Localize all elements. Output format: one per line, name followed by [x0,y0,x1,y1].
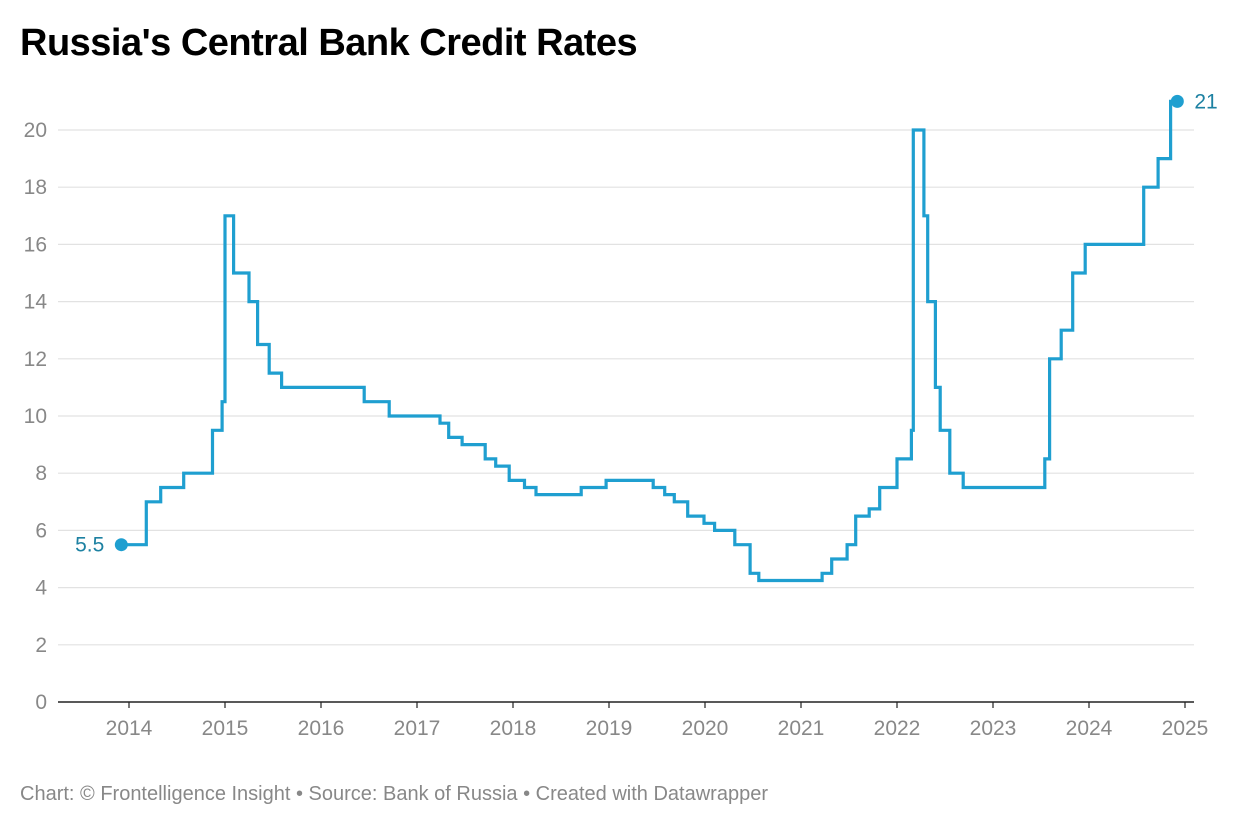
x-tick-label-2023: 2023 [970,717,1017,740]
y-tick-label-20: 20 [24,119,47,142]
x-tick-label-2024: 2024 [1066,717,1113,740]
x-tick-label-2017: 2017 [394,717,441,740]
y-tick-label-16: 16 [24,233,47,256]
series-line-credit-rate [121,99,1178,583]
value-label-end: 21 [1194,90,1217,113]
x-tick-label-2020: 2020 [682,717,729,740]
y-tick-label-18: 18 [24,176,47,199]
chart-title: Russia's Central Bank Credit Rates [20,22,638,64]
x-tick-label-2021: 2021 [778,717,825,740]
end-marker-start [114,538,128,552]
x-tick-label-2018: 2018 [490,717,537,740]
x-tick-label-2016: 2016 [298,717,345,740]
x-tick-label-2022: 2022 [874,717,921,740]
value-label-start: 5.5 [75,534,104,557]
y-axis-ticks: 0 2 4 6 8 10 12 14 16 18 20 [24,119,48,714]
y-tick-label-2: 2 [35,634,47,657]
y-tick-label-8: 8 [35,462,47,485]
chart-footer: Chart: © Frontelligence Insight • Source… [20,783,768,805]
x-axis-ticks: 2014 2015 2016 2017 2018 2019 2020 2021 2022 2023… [106,702,1209,740]
y-tick-label-12: 12 [24,348,47,371]
x-tick-label-2014: 2014 [106,717,153,740]
end-markers: 5.5 21 [75,90,1218,556]
y-tick-label-0: 0 [35,691,47,714]
gridlines [58,129,1194,646]
x-tick-label-2019: 2019 [586,717,633,740]
y-tick-label-10: 10 [24,405,47,428]
x-tick-label-2015: 2015 [202,717,249,740]
y-tick-label-4: 4 [35,577,47,600]
x-tick-label-2025: 2025 [1162,717,1209,740]
y-tick-label-6: 6 [35,519,47,542]
end-marker-end [1170,94,1184,108]
y-tick-label-14: 14 [24,291,48,314]
